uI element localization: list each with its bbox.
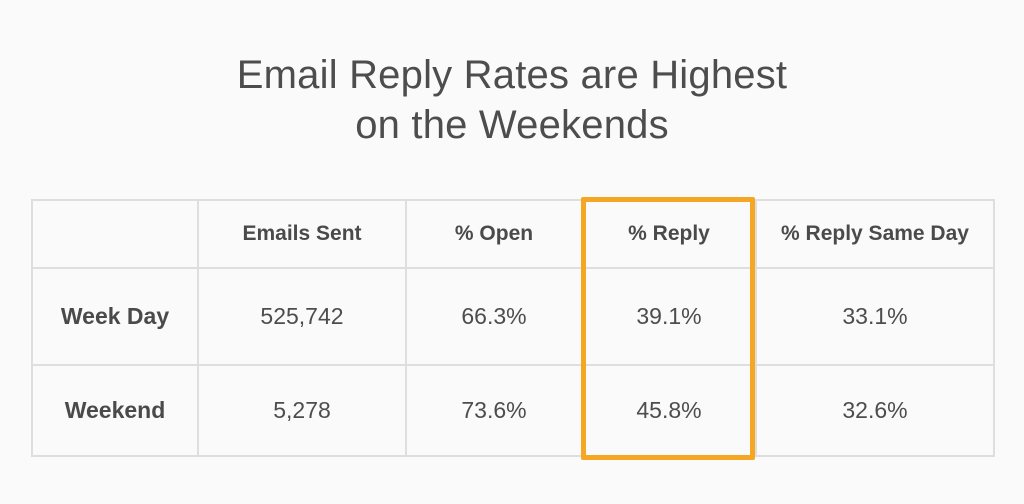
table-cell: 525,742	[260, 303, 344, 329]
table-cell: 73.6%	[461, 397, 527, 423]
table-cell: 39.1%	[636, 303, 702, 329]
table-cell: 33.1%	[842, 303, 908, 329]
header-percent-reply-same-day: % Reply Same Day	[781, 222, 969, 245]
header-cell-empty	[33, 201, 197, 267]
header-emails-sent: Emails Sent	[242, 222, 362, 245]
row-label-week-day: Week Day	[60, 303, 170, 329]
table-cell: 45.8%	[636, 397, 702, 423]
column-divider	[197, 201, 199, 455]
column-divider	[755, 201, 757, 455]
column-divider	[405, 201, 407, 455]
chart-title: Email Reply Rates are Highest on the Wee…	[0, 50, 1024, 150]
row-divider	[33, 364, 993, 366]
chart-title-line-1: Email Reply Rates are Highest	[236, 53, 788, 97]
table-cell: 32.6%	[842, 397, 908, 423]
header-percent-open: % Open	[454, 222, 534, 245]
chart-title-line-2: on the Weekends	[355, 103, 669, 147]
row-divider	[33, 267, 993, 269]
table-cell: 5,278	[273, 397, 331, 423]
header-percent-reply: % Reply	[628, 222, 710, 245]
row-label-weekend: Weekend	[64, 397, 166, 423]
email-stats-table: Emails Sent % Open % Reply % Reply Same …	[31, 199, 995, 457]
table-cell: 66.3%	[461, 303, 527, 329]
